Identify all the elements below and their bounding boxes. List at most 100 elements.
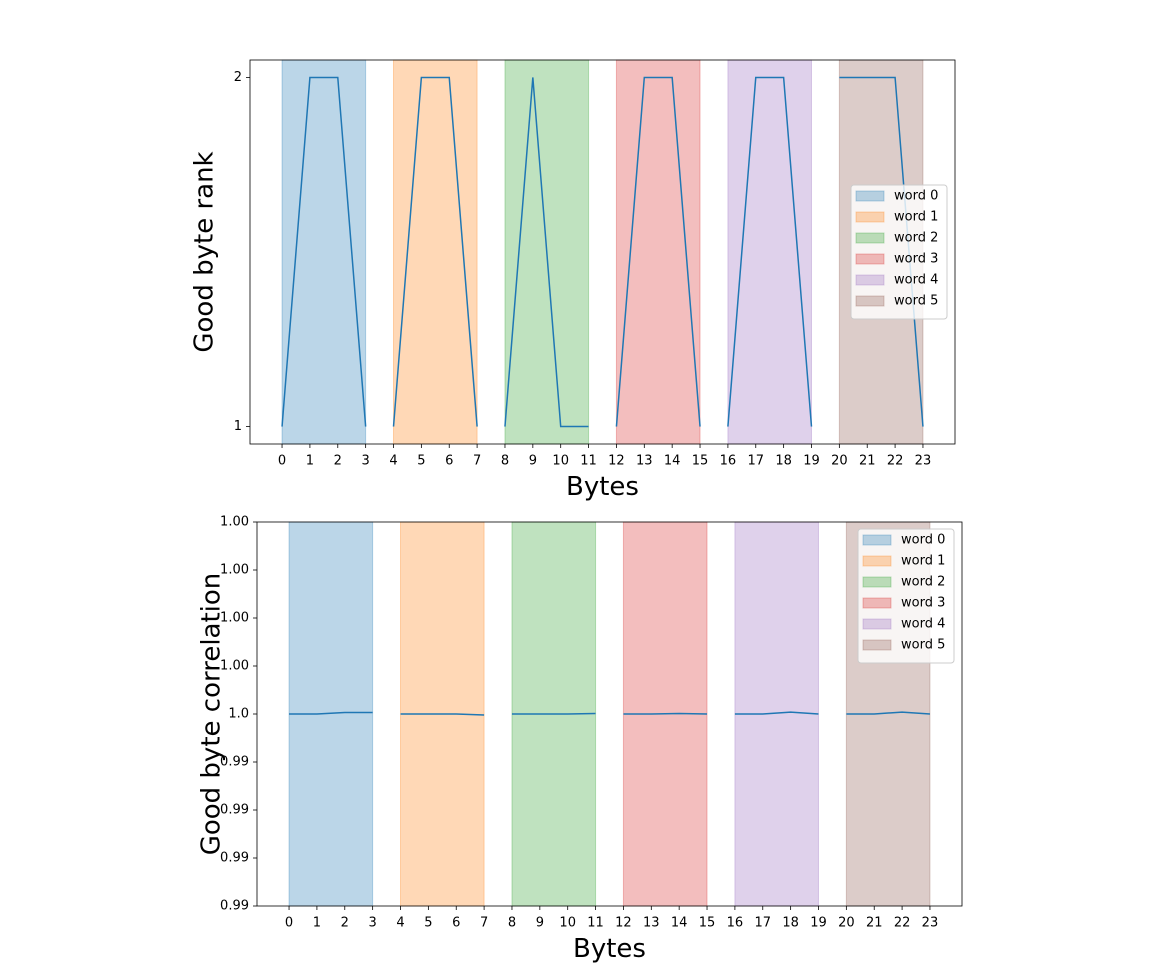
legend-label: word 1 — [894, 210, 938, 225]
x-tick-label: 23 — [915, 454, 932, 469]
y-tick-label: 0.99 — [220, 755, 249, 770]
x-tick-label: 12 — [615, 916, 632, 931]
x-tick-label: 4 — [396, 916, 404, 931]
legend-swatch — [862, 597, 892, 609]
y-tick-label: 0.99 — [220, 803, 249, 818]
y-tick-label: 1.00 — [220, 515, 249, 530]
x-tick-label: 15 — [699, 916, 716, 931]
x-tick-label: 22 — [887, 454, 904, 469]
x-tick-label: 5 — [417, 454, 425, 469]
x-tick-label: 14 — [671, 916, 688, 931]
word-span — [727, 59, 812, 445]
y-tick-label: 1 — [234, 419, 242, 434]
legend: word 0 word 1 word 2 word 3 word 4 word 5 — [850, 184, 948, 320]
line — [400, 713, 485, 716]
x-tick-label: 22 — [894, 916, 911, 931]
x-tick-label: 10 — [559, 916, 576, 931]
x-tick-label: 4 — [389, 454, 397, 469]
x-tick-label: 17 — [754, 916, 771, 931]
legend-label: word 4 — [894, 273, 938, 288]
x-tick-label: 9 — [536, 916, 544, 931]
legend-swatch — [855, 295, 885, 307]
legend-box — [857, 528, 955, 664]
x-tick-label: 21 — [859, 454, 876, 469]
x-tick-label: 7 — [473, 454, 481, 469]
y-tick-label: 1.00 — [220, 563, 249, 578]
x-tick-label: 0 — [285, 916, 293, 931]
line — [846, 711, 931, 715]
y-tick-label: 1.00 — [220, 659, 249, 674]
x-tick-label: 3 — [362, 454, 370, 469]
x-tick-label: 11 — [580, 454, 597, 469]
x-axis-label: Bytes — [573, 934, 646, 964]
x-tick-label: 11 — [587, 916, 604, 931]
line — [734, 711, 819, 715]
x-tick-label: 1 — [306, 454, 314, 469]
legend-label: word 2 — [894, 231, 938, 246]
legend-swatch — [855, 253, 885, 265]
x-tick-label: 13 — [636, 454, 653, 469]
x-tick-label: 16 — [720, 454, 737, 469]
x-tick-label: 0 — [278, 454, 286, 469]
legend-label: word 3 — [894, 252, 938, 267]
x-tick-label: 2 — [334, 454, 342, 469]
legend-swatch — [855, 274, 885, 286]
word-span — [615, 59, 701, 445]
y-tick-label: 1.00 — [220, 611, 249, 626]
x-tick-label: 9 — [529, 454, 537, 469]
legend-label: word 2 — [901, 575, 945, 590]
x-tick-label: 14 — [664, 454, 681, 469]
legend-label: word 3 — [901, 596, 945, 611]
y-tick-label: 2 — [234, 70, 242, 85]
line — [504, 77, 589, 428]
x-tick-label: 1 — [313, 916, 321, 931]
x-tick-label: 16 — [727, 916, 744, 931]
x-tick-label: 23 — [922, 916, 939, 931]
x-tick-label: 15 — [692, 454, 709, 469]
x-tick-label: 17 — [747, 454, 764, 469]
x-tick-label: 5 — [424, 916, 432, 931]
x-tick-label: 20 — [838, 916, 855, 931]
x-tick-label: 2 — [341, 916, 349, 931]
x-tick-label: 19 — [803, 454, 820, 469]
x-tick-label: 12 — [608, 454, 625, 469]
legend-swatch — [855, 190, 885, 202]
legend-swatch — [862, 618, 892, 630]
x-tick-label: 20 — [831, 454, 848, 469]
legend-label: word 5 — [901, 638, 945, 653]
legend-swatch — [855, 232, 885, 244]
line — [392, 76, 478, 427]
x-tick-label: 13 — [643, 916, 660, 931]
legend-swatch — [855, 211, 885, 223]
x-tick-label: 8 — [508, 916, 516, 931]
chart: 0 1 2 3 4 5 6 7 8 9 10 11 12 13 14 15 16 17 18 19 20 21 22 2312… — [190, 59, 956, 502]
legend-swatch — [862, 534, 892, 546]
y-tick-label: 0.99 — [220, 851, 249, 866]
line — [727, 76, 813, 427]
chart: 0 1 2 3 4 5 6 7 8 9 10 11 12 13 14 15 16 17 18 19 20 21 22 230.… — [197, 515, 963, 964]
x-tick-label: 8 — [501, 454, 509, 469]
legend-label: word 4 — [901, 617, 945, 632]
y-tick-label: 0.99 — [220, 899, 249, 914]
y-axis-label: Good byte rank — [190, 151, 220, 352]
x-tick-label: 18 — [775, 454, 792, 469]
legend-label: word 1 — [901, 554, 945, 569]
line — [615, 76, 701, 427]
x-tick-label: 7 — [480, 916, 488, 931]
x-tick-label: 18 — [782, 916, 799, 931]
legend-swatch — [862, 576, 892, 588]
legend-swatch — [862, 639, 892, 651]
line — [289, 711, 373, 715]
y-axis-label: Good byte correlation — [197, 573, 227, 856]
legend-label: word 0 — [901, 533, 945, 548]
x-tick-label: 10 — [552, 454, 569, 469]
y-tick-label: 1.0 — [228, 707, 249, 722]
x-tick-label: 6 — [452, 916, 460, 931]
x-tick-label: 6 — [445, 454, 453, 469]
legend-box — [850, 184, 948, 320]
x-axis-label: Bytes — [566, 472, 639, 502]
legend: word 0 word 1 word 2 word 3 word 4 word 5 — [857, 528, 955, 664]
x-tick-label: 19 — [810, 916, 827, 931]
legend-swatch — [862, 555, 892, 567]
